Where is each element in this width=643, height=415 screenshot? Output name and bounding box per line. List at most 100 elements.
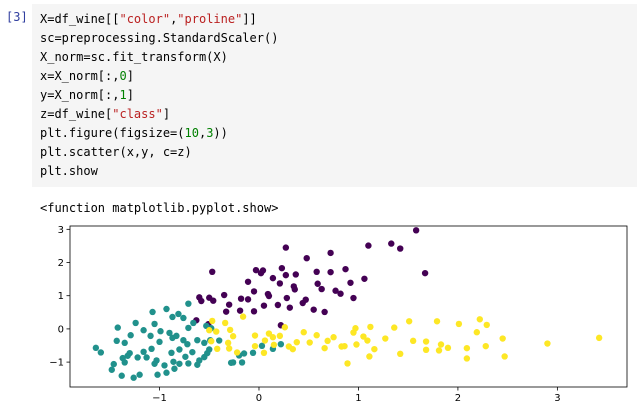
scatter-point-class-2 bbox=[140, 348, 147, 356]
code-token: sc=preprocessing.StandardScaler() bbox=[40, 31, 279, 45]
scatter-point-class-2 bbox=[175, 310, 182, 318]
scatter-point-class-3 bbox=[422, 346, 430, 354]
y-tick-label: 0 bbox=[58, 324, 64, 335]
x-tick-label: 3 bbox=[554, 393, 560, 404]
code-token: 0 bbox=[119, 69, 127, 83]
code-line: plt.scatter(x,y, c=z) bbox=[40, 143, 192, 162]
scatter-point-class-3 bbox=[391, 324, 398, 331]
scatter-point-class-1 bbox=[286, 304, 294, 311]
scatter-point-class-3 bbox=[260, 349, 268, 357]
scatter-point-class-3 bbox=[261, 337, 269, 344]
scatter-point-class-1 bbox=[210, 297, 217, 304]
scatter-point-class-3 bbox=[313, 332, 320, 339]
x-tick-label: −1 bbox=[152, 393, 167, 404]
scatter-point-class-3 bbox=[422, 338, 430, 345]
scatter-point-class-2 bbox=[119, 354, 126, 362]
scatter-point-class-3 bbox=[214, 345, 221, 353]
scatter-point-class-3 bbox=[455, 320, 463, 328]
code-line: plt.figure(figsize=(10,3)) bbox=[40, 124, 228, 143]
scatter-point-class-2 bbox=[143, 354, 150, 361]
scatter-point-class-3 bbox=[208, 337, 215, 345]
scatter-point-class-1 bbox=[282, 244, 290, 251]
scatter-point-class-3 bbox=[353, 341, 360, 348]
scatter-point-class-1 bbox=[250, 308, 258, 315]
code-token: X_norm=sc.fit_transform(X) bbox=[40, 50, 228, 64]
code-token: 10 bbox=[184, 126, 199, 140]
scatter-point-class-2 bbox=[180, 336, 187, 344]
scatter-point-class-2 bbox=[97, 349, 105, 356]
code-token: "color" bbox=[119, 12, 171, 26]
scatter-point-class-2 bbox=[176, 346, 183, 353]
code-token: "class" bbox=[112, 107, 163, 121]
scatter-point-class-2 bbox=[238, 359, 246, 366]
scatter-point-class-2 bbox=[110, 360, 117, 368]
scatter-point-class-3 bbox=[397, 350, 404, 358]
scatter-point-class-2 bbox=[151, 360, 158, 367]
scatter-point-class-2 bbox=[157, 328, 164, 335]
scatter-point-class-3 bbox=[371, 345, 378, 353]
scatter-point-class-3 bbox=[226, 326, 234, 334]
scatter-point-class-2 bbox=[136, 371, 143, 378]
scatter-point-class-3 bbox=[209, 317, 216, 325]
scatter-point-class-2 bbox=[176, 360, 183, 367]
scatter-point-class-3 bbox=[270, 341, 278, 349]
code-token: ] bbox=[126, 88, 134, 102]
scatter-point-class-2 bbox=[132, 319, 139, 327]
scatter-point-class-1 bbox=[209, 268, 216, 276]
y-tick-label: 2 bbox=[58, 258, 64, 269]
scatter-point-class-2 bbox=[118, 372, 125, 379]
scatter-point-class-3 bbox=[435, 347, 443, 354]
code-line: sc=preprocessing.StandardScaler() bbox=[40, 29, 278, 48]
scatter-point-class-3 bbox=[544, 340, 551, 347]
scatter-point-class-3 bbox=[324, 337, 331, 345]
scatter-point-class-1 bbox=[291, 286, 298, 293]
scatter-point-class-1 bbox=[292, 271, 299, 278]
scatter-point-class-1 bbox=[318, 285, 325, 293]
scatter-point-class-1 bbox=[303, 255, 310, 262]
code-token: plt.show bbox=[40, 164, 98, 178]
scatter-point-class-2 bbox=[215, 337, 223, 344]
code-token: X=df_wine[[ bbox=[40, 12, 120, 26]
scatter-point-class-2 bbox=[156, 338, 163, 346]
scatter-point-class-1 bbox=[365, 242, 372, 249]
scatter-point-class-2 bbox=[134, 354, 141, 361]
scatter-point-class-2 bbox=[180, 314, 187, 322]
scatter-point-class-3 bbox=[501, 353, 508, 360]
scatter-point-class-1 bbox=[252, 266, 260, 274]
code-cell[interactable]: X=df_wine[["color","proline"]] sc=preproc… bbox=[32, 4, 637, 187]
y-tick-label: 3 bbox=[58, 225, 64, 236]
scatter-point-class-2 bbox=[194, 361, 201, 368]
scatter-point-class-3 bbox=[463, 344, 471, 352]
scatter-point-class-2 bbox=[151, 320, 158, 328]
scatter-point-class-1 bbox=[236, 307, 244, 314]
code-line: X=df_wine[["color","proline"]] bbox=[40, 10, 257, 29]
cell-prompt: [3] bbox=[6, 10, 28, 24]
scatter-point-class-1 bbox=[361, 275, 368, 282]
scatter-point-class-2 bbox=[124, 352, 131, 359]
code-line: z=df_wine["class"] bbox=[40, 105, 170, 124]
scatter-point-class-3 bbox=[321, 344, 328, 352]
scatter-point-class-3 bbox=[293, 338, 300, 346]
scatter-point-class-1 bbox=[259, 267, 267, 274]
scatter-point-class-1 bbox=[244, 296, 252, 303]
scatter-point-class-3 bbox=[224, 339, 232, 347]
scatter-point-class-3 bbox=[382, 335, 389, 342]
scatter-point-class-3 bbox=[285, 343, 293, 350]
code-line: X_norm=sc.fit_transform(X) bbox=[40, 48, 228, 67]
scatter-point-class-1 bbox=[337, 290, 344, 297]
code-token: )) bbox=[213, 126, 228, 140]
scatter-point-class-3 bbox=[276, 332, 284, 340]
scatter-point-class-2 bbox=[258, 342, 266, 350]
code-token: 3 bbox=[206, 126, 214, 140]
scatter-point-class-1 bbox=[274, 301, 282, 309]
scatter-point-class-1 bbox=[222, 308, 230, 315]
scatter-point-class-1 bbox=[282, 271, 290, 279]
scatter-point-class-2 bbox=[166, 329, 173, 337]
code-token: 1 bbox=[119, 88, 127, 102]
scatter-point-class-3 bbox=[437, 341, 445, 348]
code-token: y=X_norm[:, bbox=[40, 88, 120, 102]
scatter-point-class-2 bbox=[173, 332, 180, 340]
scatter-point-class-1 bbox=[260, 302, 268, 309]
code-token: , bbox=[198, 126, 207, 140]
scatter-point-class-1 bbox=[347, 279, 354, 286]
